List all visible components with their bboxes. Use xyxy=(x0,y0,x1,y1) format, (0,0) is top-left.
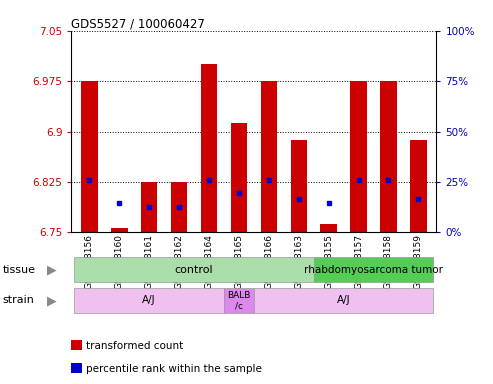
Text: ▶: ▶ xyxy=(47,294,57,307)
Bar xyxy=(261,81,277,232)
Bar xyxy=(201,65,217,232)
Bar xyxy=(380,81,397,232)
Bar xyxy=(290,140,307,232)
Text: tissue: tissue xyxy=(2,265,35,275)
Bar xyxy=(410,140,426,232)
Bar xyxy=(320,224,337,232)
Text: strain: strain xyxy=(2,295,35,306)
Text: percentile rank within the sample: percentile rank within the sample xyxy=(86,364,262,374)
Text: rhabdomyosarcoma tumor: rhabdomyosarcoma tumor xyxy=(304,265,443,275)
Bar xyxy=(81,81,98,232)
Text: ▶: ▶ xyxy=(47,263,57,276)
Text: control: control xyxy=(175,265,213,275)
Text: A/J: A/J xyxy=(337,295,351,306)
Bar xyxy=(141,182,157,232)
Bar xyxy=(171,182,187,232)
Text: BALB
/c: BALB /c xyxy=(227,291,250,310)
Bar xyxy=(231,124,247,232)
Bar xyxy=(111,228,128,232)
Text: transformed count: transformed count xyxy=(86,341,183,351)
Text: GDS5527 / 100060427: GDS5527 / 100060427 xyxy=(71,17,206,30)
Text: A/J: A/J xyxy=(142,295,156,306)
Bar xyxy=(351,81,367,232)
